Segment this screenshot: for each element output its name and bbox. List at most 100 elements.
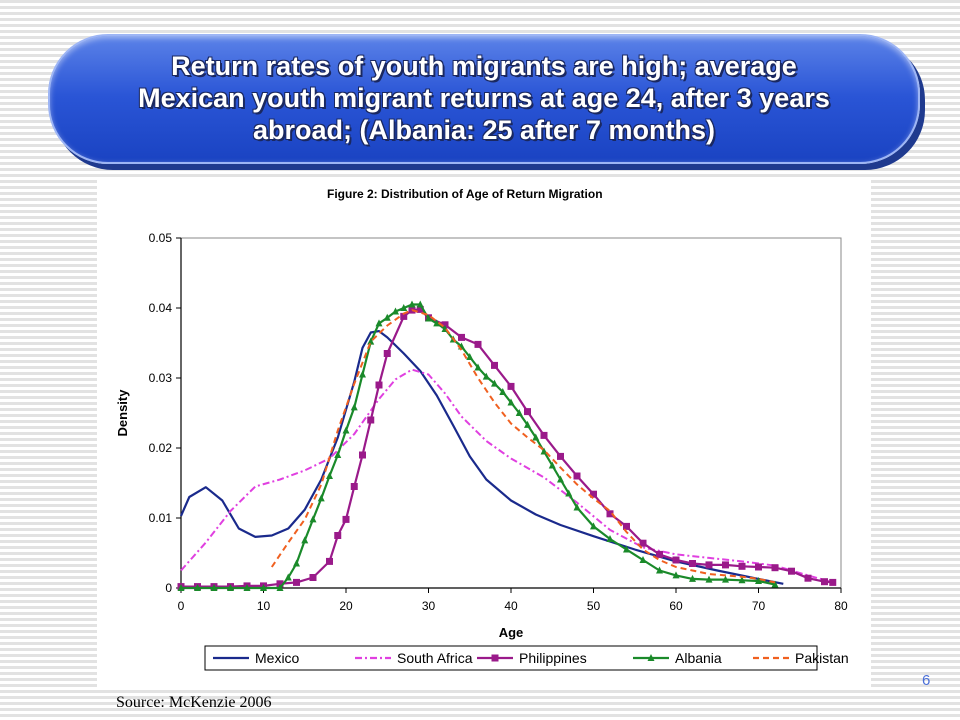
x-axis-label: Age: [499, 625, 524, 640]
x-tick-label: 30: [422, 599, 436, 613]
albania-point: [408, 300, 416, 308]
chart-panel: Figure 2: Distribution of Age of Return …: [97, 178, 871, 690]
philippines-point: [557, 452, 564, 460]
albania-point: [548, 461, 556, 469]
legend-label-mexico: Mexico: [255, 650, 300, 666]
x-tick-label: 80: [834, 599, 848, 613]
philippines-point: [458, 333, 465, 341]
albania-point: [416, 300, 424, 308]
albania-point: [284, 573, 292, 581]
philippines-series-line: [181, 308, 833, 588]
albania-point: [260, 584, 267, 591]
albania-point: [177, 584, 185, 591]
y-tick-label: 0.05: [149, 231, 173, 245]
albania-point: [771, 580, 779, 588]
albania-point: [400, 304, 408, 311]
philippines-point: [359, 451, 366, 459]
albania-point: [606, 535, 614, 542]
source-citation: Source: McKenzie 2006: [116, 694, 272, 711]
albania-point: [532, 433, 540, 441]
legend-label-pakistan: Pakistan: [795, 650, 849, 666]
albania-point: [524, 420, 531, 428]
plot-area-frame: [180, 237, 842, 589]
mexico-series-line: [179, 330, 784, 585]
philippines-point: [474, 340, 482, 348]
philippines-point: [350, 483, 358, 490]
albania-point: [309, 515, 317, 523]
philippines-point: [623, 522, 630, 530]
albania-point: [689, 574, 696, 582]
albania-point: [590, 522, 597, 530]
philippines-point: [705, 561, 713, 569]
albania-point: [565, 489, 573, 497]
albania-point: [499, 388, 507, 395]
philippines-point: [524, 408, 531, 416]
albania-point: [433, 319, 441, 327]
philippines-point: [771, 564, 779, 572]
philippines-point: [788, 567, 795, 575]
albania-point: [392, 307, 399, 315]
y-tick-label: 0.03: [149, 371, 173, 385]
title-banner: Return rates of youth migrants are high;…: [48, 34, 920, 164]
albania-point: [474, 363, 482, 371]
philippines-point: [738, 562, 746, 570]
philippines-point: [590, 490, 597, 498]
albania-point: [573, 503, 581, 511]
y-tick-label: 0.01: [149, 511, 173, 525]
albania-point: [359, 370, 366, 378]
albania-point: [466, 353, 474, 360]
albania-point: [557, 475, 564, 483]
albania-point: [243, 584, 251, 591]
x-tick-label: 20: [339, 599, 353, 613]
philippines-point: [334, 532, 342, 539]
philippines-point: [342, 515, 350, 523]
philippines-point: [507, 382, 515, 390]
albania-point: [334, 451, 342, 458]
albania-point: [722, 575, 729, 583]
page-number: 6: [922, 672, 931, 689]
philippines-point: [821, 578, 828, 586]
albania-point: [317, 494, 325, 502]
albania-point: [194, 584, 201, 591]
philippines-point: [383, 350, 391, 357]
albania-point: [301, 536, 309, 544]
albania-point: [656, 566, 663, 574]
philippines-point: [491, 361, 498, 369]
philippines-point: [293, 578, 300, 586]
x-tick-label: 10: [257, 599, 271, 613]
pakistan-series-line: [270, 309, 776, 584]
philippines-point: [656, 550, 663, 558]
albania-point: [375, 319, 383, 327]
philippines-point: [309, 574, 317, 581]
x-tick-label: 50: [587, 599, 601, 613]
legend-philippines-point: [491, 654, 499, 662]
albania-point: [639, 556, 647, 563]
philippines-point: [672, 556, 680, 564]
legend-albania-point: [647, 654, 655, 661]
south-africa-series-line: [180, 368, 834, 584]
x-tick-label: 40: [504, 599, 518, 613]
philippines-point: [639, 539, 647, 547]
philippines-point: [441, 321, 449, 329]
x-tick-label: 0: [178, 599, 185, 613]
philippines-point: [755, 563, 762, 571]
albania-point: [672, 571, 680, 579]
albania-point: [383, 313, 391, 321]
philippines-point: [416, 305, 424, 313]
philippines-point: [367, 416, 375, 424]
albania-point: [515, 409, 523, 416]
albania-point: [705, 575, 713, 583]
philippines-point: [540, 431, 548, 439]
philippines-point: [326, 557, 333, 565]
philippines-point: [689, 560, 696, 567]
albania-point: [507, 398, 515, 406]
albania-point: [738, 576, 746, 584]
y-tick-label: 0.04: [149, 301, 173, 315]
philippines-point: [829, 578, 837, 586]
albania-point: [623, 545, 630, 553]
y-axis-label: Density: [115, 389, 130, 437]
albania-point: [755, 577, 762, 584]
albania-point: [350, 403, 358, 411]
philippines-point: [400, 312, 408, 320]
albania-point: [491, 379, 498, 387]
